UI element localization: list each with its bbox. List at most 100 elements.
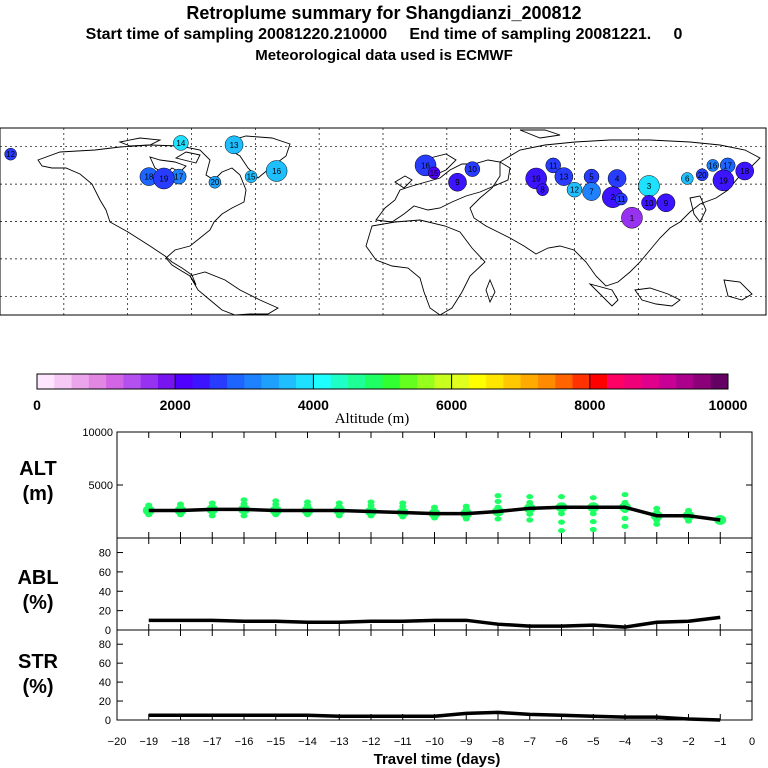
alt-cluster-dot (558, 511, 565, 517)
str-axis-unit: (%) (22, 676, 53, 698)
colorbar-cell (382, 374, 401, 389)
alt-cluster-dot (589, 511, 597, 517)
x-tick-label: −5 (587, 736, 600, 748)
alt-cluster-dot (240, 513, 248, 519)
cluster-label: 9 (455, 178, 460, 187)
cluster-label: 19 (532, 174, 541, 183)
colorbar-cell (693, 374, 712, 389)
alt-cluster-dot (272, 498, 280, 504)
alt-cluster-dot (589, 526, 597, 533)
cluster-label: 4 (615, 174, 620, 183)
cluster-marker (244, 170, 258, 183)
x-tick-label: −8 (492, 736, 505, 748)
abl-axis-title: ABL (17, 567, 58, 589)
colorbar-tick-label: 4000 (298, 397, 329, 413)
alt-cluster-dot (208, 500, 216, 506)
x-tick-label: −15 (266, 736, 285, 748)
colorbar-cell (244, 374, 262, 389)
colorbar-cell (520, 374, 539, 389)
colorbar-cell (123, 374, 141, 389)
alt-cluster-dot (494, 493, 502, 499)
alt-cluster-dot (335, 500, 343, 506)
cluster-label: 16 (421, 161, 430, 170)
colorbar-cell (296, 374, 314, 389)
cluster-marker (615, 192, 628, 206)
colorbar-cell (71, 374, 90, 389)
alt-cluster-dot (367, 499, 375, 505)
colorbar-cell (434, 374, 452, 389)
cluster-marker (554, 167, 574, 186)
cluster-label: 20 (210, 178, 219, 187)
alt-cluster-dot (526, 517, 534, 523)
str-y-tick-label: 60 (99, 658, 111, 670)
time-series-panels: −20 −19 −18 −17 −16 −15 −14 −13 −12 −11 −10 −9 −8 −7−… (17, 427, 755, 768)
abl-y-tick-label: 20 (99, 606, 111, 618)
colorbar-cell (624, 374, 642, 389)
cluster-label: 17 (723, 161, 732, 170)
alt-cluster-dot (621, 523, 629, 529)
cluster-label: 5 (589, 173, 594, 182)
alt-cluster-dot (621, 491, 629, 498)
str-y-tick-label: 80 (99, 639, 111, 651)
cluster-label: 10 (468, 165, 477, 174)
x-tick-label: −2 (682, 736, 695, 748)
colorbar-tick-label: 6000 (436, 397, 467, 413)
cluster-label: 13 (559, 173, 568, 182)
cluster-marker (173, 135, 189, 151)
cluster-label: 7 (589, 188, 594, 197)
cluster-label: 6 (685, 174, 690, 183)
cluster-label: 10 (645, 199, 654, 208)
colorbar-cell (227, 374, 245, 389)
x-tick-label: −20 (108, 736, 127, 748)
cluster-marker (582, 182, 601, 201)
panels-frame (116, 431, 753, 721)
colorbar-cell (399, 374, 418, 389)
colorbar-cell (192, 374, 211, 389)
abl-y-tick-label: 0 (105, 625, 111, 637)
cluster-label: 15 (247, 173, 256, 182)
x-tick-label: −13 (330, 736, 349, 748)
x-tick-label: −9 (460, 736, 473, 748)
colorbar-cell (607, 374, 625, 389)
cluster-marker (536, 183, 549, 196)
abl-y-tick-label: 60 (99, 567, 111, 579)
cluster-marker (427, 166, 441, 180)
cluster-label: 20 (698, 171, 707, 180)
colorbar-label: Altitude (m) (335, 411, 410, 427)
cluster-marker (545, 157, 561, 174)
colorbar-cell (503, 374, 521, 389)
x-tick-label: −7 (523, 736, 536, 748)
colorbar-cell (641, 374, 660, 389)
alt-cluster-dot (653, 505, 661, 511)
alt-cluster-dot (177, 501, 184, 507)
cluster-marker (224, 135, 244, 155)
cluster-label: 8 (540, 186, 545, 195)
x-tick-label: −19 (139, 736, 158, 748)
alt-cluster-dot (621, 515, 629, 521)
alt-cluster-dot (304, 499, 311, 505)
cluster-label: 11 (617, 195, 626, 204)
colorbar-cell (589, 374, 608, 389)
colorbar-cell (537, 374, 556, 389)
str-y-tick-label: 20 (99, 696, 111, 708)
cluster-label: 12 (6, 150, 15, 159)
colorbar-cell (209, 374, 228, 389)
alt-y-tick-label: 5000 (89, 480, 113, 492)
abl-line (148, 615, 721, 629)
alt-y-tick-label: 10000 (82, 427, 113, 439)
colorbar-tick-label: 2000 (160, 397, 191, 413)
colorbar-cell (140, 374, 159, 389)
alt-cluster-dot (494, 516, 502, 522)
colorbar-tick-label: 0 (33, 397, 41, 413)
str-axis-title: STR (18, 651, 59, 673)
colorbar-cell (468, 374, 487, 389)
cluster-marker (681, 172, 694, 185)
alt-cluster-dot (431, 504, 438, 510)
str-line (148, 710, 721, 722)
cluster-label: 12 (570, 186, 579, 195)
colorbar-cell (555, 374, 573, 389)
colorbar-cell (278, 374, 297, 389)
cluster-marker (695, 168, 709, 181)
